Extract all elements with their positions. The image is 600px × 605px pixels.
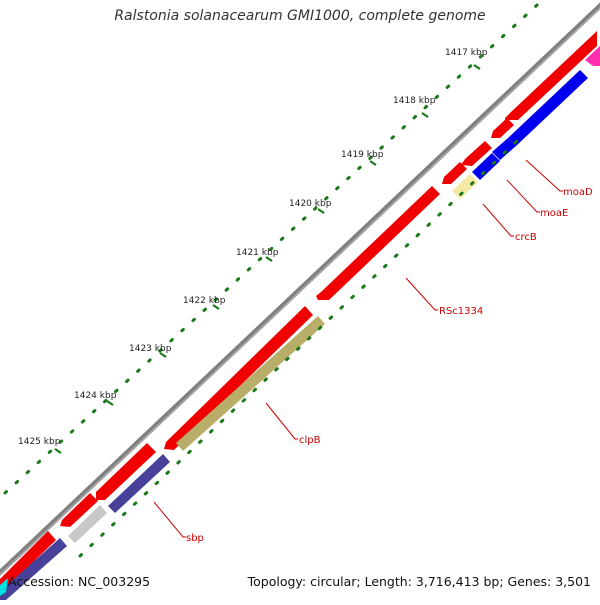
tick-label: 1418 kbp [393, 96, 436, 106]
reverse-strand-genes [0, 70, 588, 600]
gene-crcB-arrow[interactable] [461, 141, 492, 166]
gene-purple-edge[interactable] [0, 538, 67, 600]
gene-label-moaD[interactable]: moaD [563, 187, 593, 198]
tick-label: 1419 kbp [341, 150, 384, 160]
genome-backbone [0, 2, 600, 576]
gene-pink-edge[interactable] [585, 46, 600, 66]
tick-label: 1423 kbp [129, 344, 172, 354]
gene-moaE-arrow[interactable] [491, 118, 514, 138]
gene-RSc1334-arrow[interactable] [316, 186, 440, 300]
major-ticks [54, 64, 481, 454]
gene-label-moaE[interactable]: moaE [540, 208, 568, 219]
inner-dot-ring [78, 136, 522, 558]
gene-forward-arrow-edge[interactable] [0, 531, 56, 590]
gene-crcB-pale[interactable] [452, 174, 478, 199]
gene-blue-mid[interactable] [492, 138, 516, 160]
accession-text: Accession: NC_003295 [8, 574, 151, 589]
tick-label: 1417 kbp [445, 48, 488, 58]
gene-forward-arrow-lower[interactable] [96, 443, 156, 500]
gene-label-leaders [153, 159, 563, 538]
gene-cyan-edge[interactable] [0, 578, 8, 596]
tick-label: 1424 kbp [74, 391, 117, 401]
genome-summary-text: Topology: circular; Length: 3,716,413 bp… [247, 574, 591, 589]
gene-forward-arrow-small[interactable] [60, 493, 98, 527]
gene-gray[interactable] [68, 505, 107, 543]
gene-sbp-purple[interactable] [108, 454, 170, 513]
map-title: Ralstonia solanacearum GMI1000, complete… [114, 8, 486, 24]
gene-label-crcB[interactable]: crcB [515, 232, 537, 243]
gene-blue-long[interactable] [508, 70, 588, 146]
tick-labels: 1417 kbp 1418 kbp 1419 kbp 1420 kbp 1421 kbp… [18, 48, 488, 447]
gene-label-sbp[interactable]: sbp [186, 533, 204, 544]
gene-labels: moaD moaE crcB RSc1334 clpB sbp [186, 187, 593, 544]
gene-label-clpB[interactable]: clpB [299, 435, 321, 446]
tick-label: 1425 kbp [18, 437, 61, 447]
gene-blue-short[interactable] [472, 153, 500, 180]
tick-label: 1420 kbp [289, 199, 332, 209]
forward-strand-genes [0, 31, 600, 590]
gene-label-RSc1334[interactable]: RSc1334 [439, 306, 483, 317]
genome-backbone-highlight [0, 7, 600, 576]
gene-moaD-arrow[interactable] [505, 31, 597, 120]
tick-label: 1422 kbp [183, 296, 226, 306]
outer-dot-ring [3, 0, 545, 495]
gene-large-forward-arrow[interactable] [164, 306, 313, 450]
tick-label: 1421 kbp [236, 248, 279, 258]
gene-clpB-olive[interactable] [176, 316, 325, 451]
gene-small-forward-arrow[interactable] [442, 162, 467, 184]
